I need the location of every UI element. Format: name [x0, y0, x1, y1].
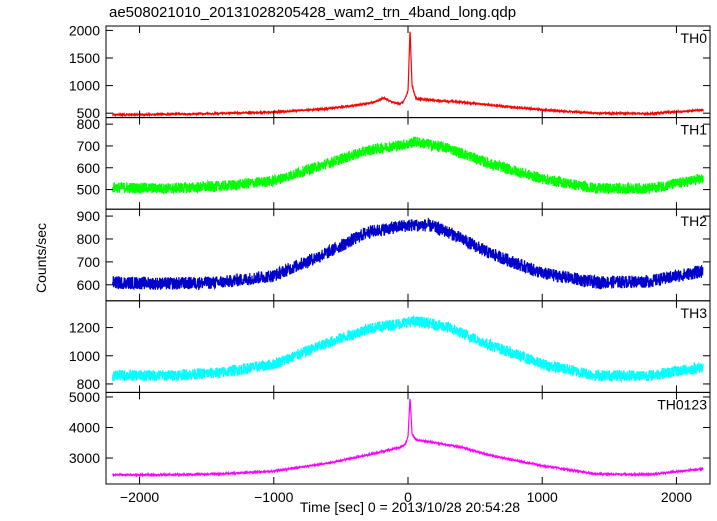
x-tick-label: 1000 — [527, 489, 558, 505]
y-tick-label: 500 — [77, 105, 101, 121]
x-tick-label: 2000 — [661, 489, 692, 505]
panel-label: TH0 — [681, 30, 708, 46]
y-tick-label: 800 — [77, 231, 101, 247]
y-tick-label: 1000 — [69, 78, 100, 94]
y-tick-label: 500 — [77, 182, 101, 198]
panel-label: TH3 — [681, 305, 708, 321]
y-tick-label: 900 — [77, 208, 101, 224]
y-tick-label: 600 — [77, 277, 101, 293]
y-axis-label: Counts/sec — [33, 223, 49, 293]
y-tick-label: 3000 — [69, 450, 100, 466]
y-tick-label: 4000 — [69, 420, 100, 436]
series-line-th0 — [112, 31, 704, 118]
panel-label: TH2 — [681, 213, 708, 229]
panel-th1: 500 600 700 800 TH1 — [77, 116, 711, 210]
y-tick-label: 2000 — [69, 22, 100, 38]
panel-th0: 500 1000 1500 2000 TH0 — [69, 22, 711, 121]
panel-label: TH1 — [681, 122, 708, 138]
panel-frame — [105, 25, 711, 119]
y-tick-label: 5000 — [69, 389, 100, 405]
series-line-th2 — [112, 217, 704, 291]
x-axis-label: Time [sec] 0 = 2013/10/28 20:54:28 — [300, 499, 520, 515]
chart-title: ae508021010_20131028205428_wam2_trn_4ban… — [109, 4, 516, 21]
panels-group: 500 1000 1500 2000 TH0 500 600 700 800 TH1 600 700 8… — [69, 22, 711, 505]
panel-frame — [105, 117, 711, 210]
series-line-th3 — [112, 314, 704, 383]
y-tick-label: 1200 — [69, 320, 100, 336]
panel-th0123: 3000 4000 5000 TH0123 — [69, 389, 711, 485]
panel-label: TH0123 — [657, 396, 707, 412]
x-tick-label: −1000 — [254, 489, 294, 505]
series-line-th1 — [112, 136, 704, 195]
y-tick-label: 700 — [77, 138, 101, 154]
y-tick-label: 1500 — [69, 50, 100, 66]
y-tick-label: 1000 — [69, 348, 100, 364]
panel-th2: 600 700 800 900 TH2 — [77, 208, 711, 302]
x-tick-label: 0 — [404, 489, 412, 505]
y-tick-label: 800 — [77, 376, 101, 392]
x-tick-label: −2000 — [120, 489, 160, 505]
panel-th3: 800 1000 1200 TH3 — [69, 300, 711, 393]
y-tick-label: 600 — [77, 160, 101, 176]
series-line-th0123 — [112, 398, 704, 478]
y-tick-label: 800 — [77, 116, 101, 132]
y-tick-label: 700 — [77, 254, 101, 270]
